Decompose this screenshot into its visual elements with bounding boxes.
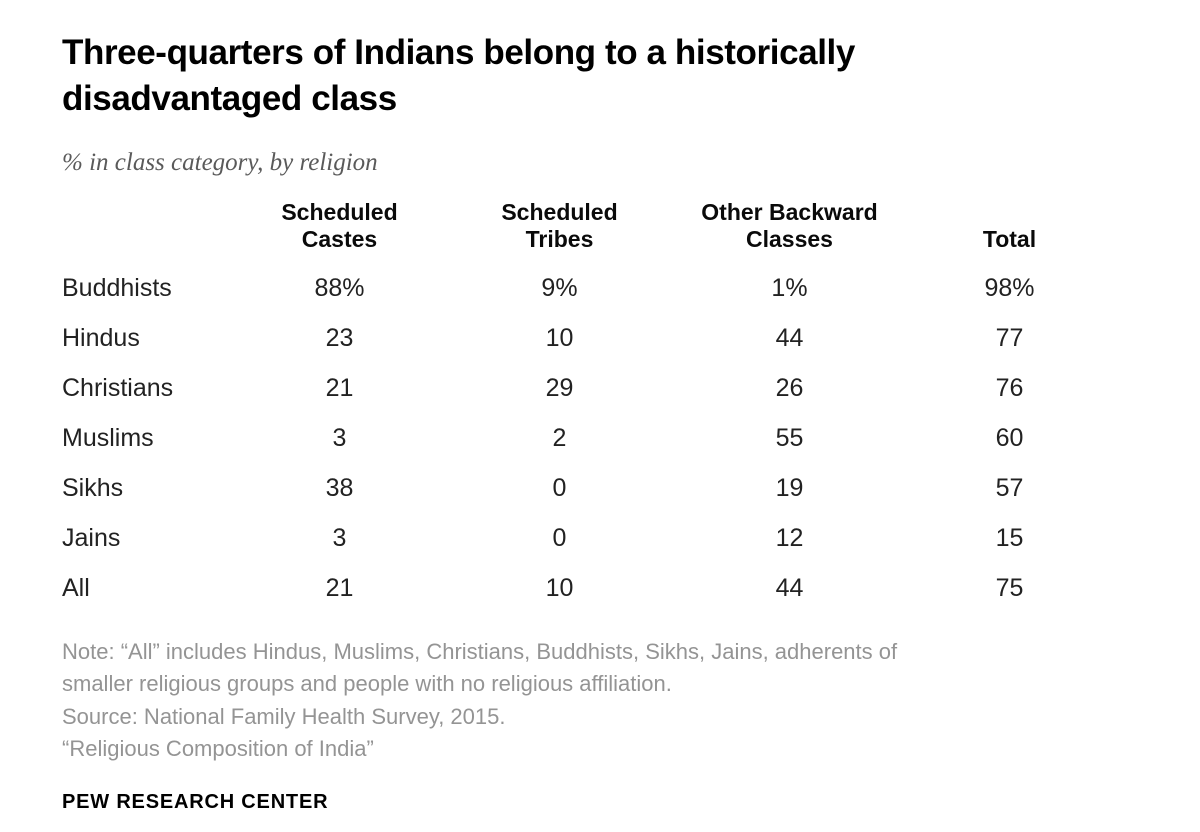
table-cell: 23 (325, 324, 354, 353)
table-cell: 44 (775, 574, 804, 603)
column-header-total: Total (982, 226, 1037, 253)
row-label: Jains (62, 524, 121, 553)
chart-subtitle: % in class category, by religion (62, 148, 378, 176)
table-cell: 57 (995, 474, 1024, 503)
class-category-table: Scheduled Castes Scheduled Tribes Other … (62, 199, 1112, 614)
table-cell: 60 (995, 424, 1024, 453)
chart-title: Three-quarters of Indians belong to a hi… (62, 33, 855, 118)
table-cell: 75 (995, 574, 1024, 603)
table-cell: 98% (984, 274, 1035, 303)
table-row-sikhs: Sikhs 38 0 19 57 (62, 464, 1112, 514)
table-cell: 55 (775, 424, 804, 453)
table-cell: 26 (775, 374, 804, 403)
column-header-scheduled-tribes: Scheduled Tribes (501, 198, 618, 253)
table-cell: 3 (332, 424, 347, 453)
table-row-hindus: Hindus 23 10 44 77 (62, 314, 1112, 364)
note-text: Note: “All” includes Hindus, Muslims, Ch… (62, 638, 898, 697)
column-header-scheduled-castes: Scheduled Castes (281, 198, 398, 253)
table-cell: 9% (541, 274, 578, 303)
table-cell: 1% (771, 274, 808, 303)
table-header: Scheduled Castes Scheduled Tribes Other … (62, 199, 1112, 264)
source-text: Source: National Family Health Survey, 2… (62, 703, 506, 729)
table-row-muslims: Muslims 3 2 55 60 (62, 414, 1112, 464)
table-row-all: All 21 10 44 75 (62, 564, 1112, 614)
table-body: Buddhists 88% 9% 1% 98% Hindus 23 10 44 … (62, 264, 1112, 614)
table-row-jains: Jains 3 0 12 15 (62, 514, 1112, 564)
footnotes: Note: “All” includes Hindus, Muslims, Ch… (62, 636, 1140, 765)
row-label: Sikhs (62, 474, 124, 503)
table-cell: 88% (314, 274, 365, 303)
row-label: Buddhists (62, 274, 172, 303)
row-label: Christians (62, 374, 174, 403)
table-cell: 21 (325, 574, 354, 603)
table-cell: 29 (545, 374, 574, 403)
table-cell: 19 (775, 474, 804, 503)
column-header-other-backward-classes: Other Backward Classes (701, 198, 878, 253)
table-cell: 3 (332, 524, 347, 553)
row-label: All (62, 574, 90, 603)
table-cell: 0 (552, 524, 567, 553)
header-row: Scheduled Castes Scheduled Tribes Other … (62, 199, 1112, 264)
row-label: Hindus (62, 324, 140, 353)
table-cell: 77 (995, 324, 1024, 353)
table-cell: 2 (552, 424, 567, 453)
table-cell: 10 (545, 574, 574, 603)
table-cell: 76 (995, 374, 1024, 403)
report-title-text: “Religious Composition of India” (62, 735, 374, 761)
table-cell: 10 (545, 324, 574, 353)
table-row-buddhists: Buddhists 88% 9% 1% 98% (62, 264, 1112, 314)
table-cell: 0 (552, 474, 567, 503)
pew-research-center-wordmark: PEW RESEARCH CENTER (62, 791, 329, 814)
table-cell: 44 (775, 324, 804, 353)
table-cell: 12 (775, 524, 804, 553)
row-label: Muslims (62, 424, 154, 453)
table-cell: 38 (325, 474, 354, 503)
table-cell: 15 (995, 524, 1024, 553)
table-cell: 21 (325, 374, 354, 403)
column-header-empty (62, 199, 232, 264)
table-row-christians: Christians 21 29 26 76 (62, 364, 1112, 414)
